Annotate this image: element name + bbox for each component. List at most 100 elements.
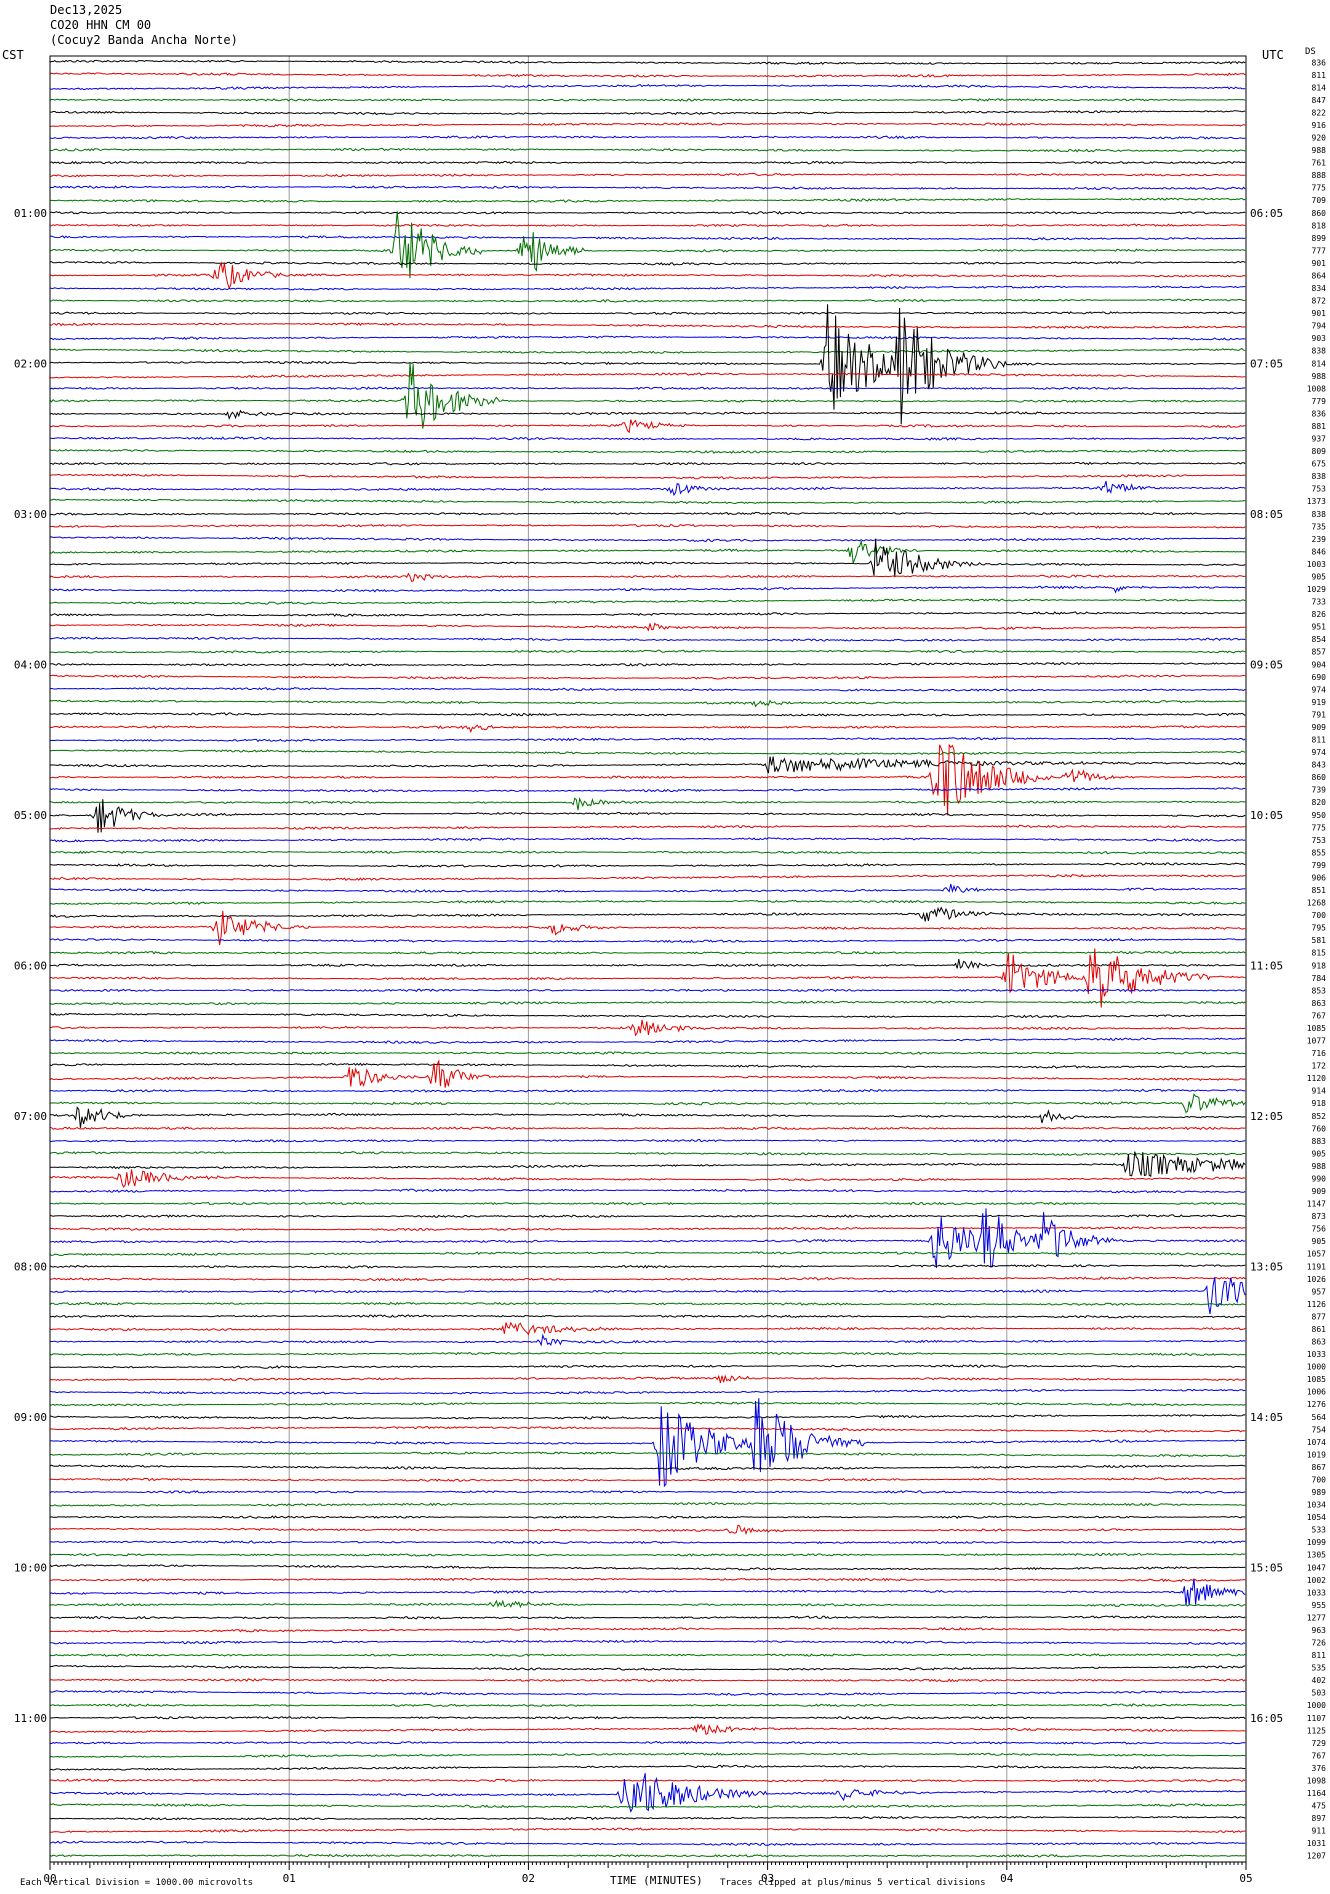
trace-120 (49, 1564, 1246, 1571)
header-station: CO20 HHN CM 00 (50, 18, 152, 32)
trace-124 (49, 1615, 1246, 1620)
left-time-label: 11:00 (14, 1712, 47, 1725)
ds-value: 901 (1312, 259, 1327, 268)
trace-79 (49, 1051, 1246, 1055)
trace-2 (49, 84, 1246, 91)
trace-31 (49, 448, 1246, 454)
right-time-label: 14:05 (1250, 1411, 1283, 1424)
ds-value: 906 (1312, 873, 1327, 882)
ds-value: 1008 (1307, 384, 1326, 393)
trace-50 (49, 686, 1246, 692)
ds-value: 919 (1312, 698, 1327, 707)
trace-119 (49, 1552, 1246, 1557)
trace-68 (49, 906, 1246, 922)
trace-136 (49, 1764, 1246, 1771)
ds-value: 818 (1312, 221, 1327, 230)
ds-value: 1277 (1307, 1613, 1326, 1622)
right-time-label: 08:05 (1250, 508, 1283, 521)
trace-122 (49, 1578, 1246, 1606)
trace-29 (49, 419, 1246, 434)
ds-value: 873 (1312, 1212, 1327, 1221)
ds-label: DS (1305, 47, 1316, 57)
ds-value: 855 (1312, 848, 1327, 857)
ds-value: 988 (1312, 146, 1327, 155)
trace-71 (49, 950, 1246, 955)
trace-35 (49, 498, 1246, 505)
ds-value: 799 (1312, 861, 1327, 870)
ds-value: 877 (1312, 1312, 1327, 1321)
ds-value: 811 (1312, 1651, 1327, 1660)
ds-value: 739 (1312, 786, 1327, 795)
ds-value: 1099 (1307, 1538, 1326, 1547)
left-axis-label: CST (2, 48, 24, 62)
trace-17 (49, 261, 1246, 290)
trace-128 (49, 1664, 1246, 1671)
ds-value: 733 (1312, 598, 1327, 607)
x-tick-label: 04 (1000, 1872, 1014, 1885)
trace-20 (49, 311, 1246, 315)
trace-13 (49, 223, 1246, 228)
ds-value: 172 (1312, 1062, 1327, 1071)
trace-116 (49, 1515, 1246, 1519)
ds-value: 988 (1312, 1162, 1327, 1171)
ds-value: 700 (1312, 1475, 1327, 1484)
x-axis: 00 01 02 03 04 05 (43, 1862, 1253, 1885)
trace-47 (49, 649, 1246, 654)
trace-48 (49, 662, 1246, 667)
ds-value: 881 (1312, 422, 1327, 431)
trace-7 (50, 147, 1246, 153)
scale-note: Each Vertical Division = 1000.00 microvo… (20, 1878, 253, 1888)
trace-73 (50, 948, 1246, 1008)
trace-54 (49, 737, 1246, 743)
trace-69 (49, 910, 1246, 946)
ds-value: 838 (1312, 510, 1327, 519)
trace-46 (49, 636, 1246, 642)
trace-101 (49, 1321, 1246, 1336)
trace-90 (49, 1188, 1246, 1194)
trace-76 (49, 1012, 1246, 1019)
ds-value: 376 (1312, 1764, 1327, 1773)
trace-91 (49, 1201, 1246, 1206)
trace-81 (49, 1059, 1246, 1088)
trace-89 (49, 1169, 1246, 1188)
ds-value: 581 (1312, 936, 1327, 945)
ds-value: 904 (1312, 660, 1327, 669)
trace-99 (49, 1301, 1246, 1306)
ds-value: 1268 (1307, 899, 1326, 908)
ds-value: 963 (1312, 1626, 1327, 1635)
minute-gridlines (288, 56, 1008, 1862)
left-time-label: 07:00 (14, 1110, 47, 1123)
trace-49 (49, 674, 1246, 680)
trace-22 (49, 335, 1246, 341)
ds-value: 836 (1312, 58, 1327, 67)
trace-109 (49, 1425, 1246, 1433)
right-axis-label: UTC (1262, 48, 1284, 62)
ds-value: 503 (1312, 1689, 1327, 1698)
ds-value: 729 (1312, 1739, 1327, 1748)
ds-value: 1125 (1307, 1726, 1326, 1735)
trace-66 (49, 883, 1246, 894)
trace-3 (49, 98, 1246, 102)
trace-125 (49, 1627, 1246, 1633)
ds-value: 1000 (1307, 1363, 1326, 1372)
trace-123 (49, 1599, 1246, 1609)
trace-59 (49, 797, 1246, 811)
trace-14 (49, 235, 1246, 241)
trace-96 (49, 1264, 1246, 1269)
ds-value: 1207 (1307, 1852, 1326, 1861)
trace-139 (49, 1803, 1246, 1809)
clip-note: Traces clipped at plus/minus 5 vertical … (720, 1878, 986, 1888)
ds-value: 988 (1312, 372, 1327, 381)
ds-value: 872 (1312, 297, 1327, 306)
ds-value: 851 (1312, 886, 1327, 895)
ds-value: 1126 (1307, 1300, 1326, 1309)
ds-value: 1057 (1307, 1250, 1326, 1259)
ds-value: 814 (1312, 83, 1327, 92)
trace-95 (49, 1251, 1246, 1256)
trace-134 (49, 1740, 1246, 1745)
trace-121 (49, 1577, 1246, 1583)
ds-value: 777 (1312, 246, 1327, 255)
ds-value: 863 (1312, 999, 1327, 1008)
trace-97 (49, 1276, 1246, 1282)
right-time-label: 15:05 (1250, 1561, 1283, 1574)
